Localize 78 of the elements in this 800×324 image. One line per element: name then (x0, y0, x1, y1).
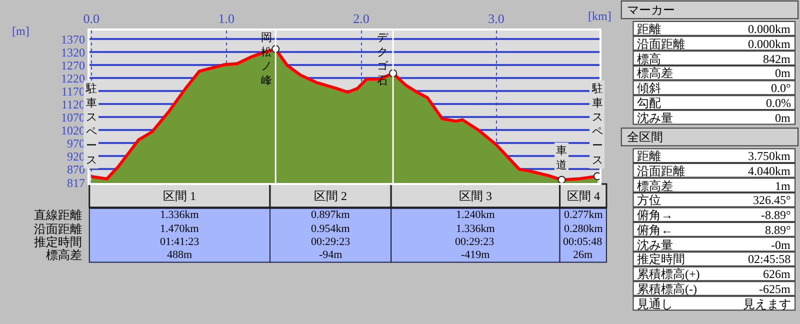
text: 3.750km (748, 149, 791, 163)
x-tick-label: 0.0 (83, 11, 100, 26)
category-label: 区間 3 (459, 189, 492, 203)
text: 標高差 (637, 179, 673, 193)
text: 見えます (743, 297, 791, 311)
category-label: 区間 4 (567, 189, 600, 203)
category-label: 推定時間 (34, 235, 82, 249)
y-tick-label: 870 (66, 162, 85, 176)
text: 距離 (637, 149, 661, 163)
x-tick-label: 1.0 (218, 11, 234, 26)
text: 推定時間 (637, 252, 685, 266)
text: 0.277km (564, 209, 603, 221)
point (558, 176, 566, 184)
text: 1.240km (456, 209, 495, 221)
text: 00:05:48 (563, 236, 602, 248)
text: -94m (319, 249, 342, 261)
text: 1m (775, 179, 791, 193)
text: 1.336km (456, 223, 495, 235)
text: 0m (775, 111, 791, 125)
text: 俯角← (637, 223, 673, 237)
text: 01:41:23 (160, 236, 200, 248)
y-tick-label: 1320 (60, 45, 85, 60)
text: 02:45:58 (748, 252, 791, 266)
text: 標高 (637, 52, 661, 66)
text: 0.0° (771, 81, 791, 95)
x-tick-label: 2.0 (353, 11, 370, 26)
text: 沈み量 (637, 238, 673, 252)
text: 488m (167, 249, 192, 261)
text: 4.040km (748, 164, 791, 178)
annotation: 駐車スペース (591, 82, 603, 166)
text: 0.954km (311, 223, 350, 235)
text: 沈み量 (637, 111, 673, 125)
category-label: 区間 1 (163, 189, 196, 203)
text: 見通し (637, 297, 673, 311)
y-tick-label: 1370 (60, 32, 85, 46)
category-label: 直線距離 (34, 208, 82, 222)
text: 累積標高(-) (637, 282, 697, 296)
text: 1.470km (160, 223, 199, 235)
text: 00:29:23 (455, 236, 494, 248)
text: 累積標高(+) (637, 267, 700, 281)
text: 0.000km (748, 22, 791, 36)
text: マーカー (627, 3, 675, 17)
text: 1.336km (160, 209, 199, 221)
text: 全区間 (627, 130, 663, 144)
text: 俯角→ (637, 208, 673, 222)
text: 方位 (637, 193, 661, 207)
text: 沿面距離 (637, 37, 685, 51)
y-axis-title: [m] (12, 24, 30, 38)
category-label: 区間 2 (314, 189, 347, 203)
text: 沿面距離 (637, 164, 685, 178)
text: 626m (763, 267, 791, 281)
category-label: 沿面距離 (34, 222, 82, 236)
text: 00:29:23 (311, 236, 350, 248)
y-tick-label: 1270 (60, 58, 85, 72)
text: 0.897km (311, 209, 350, 221)
category-label: 標高差 (46, 248, 82, 262)
text: 0.000km (748, 37, 791, 51)
text: 26m (573, 249, 593, 261)
text: -8.89° (761, 208, 791, 222)
y-tick-label: 817 (66, 176, 85, 190)
text: 距離 (637, 22, 661, 36)
text: 0.0% (766, 96, 791, 110)
text: 326.45° (753, 193, 791, 207)
x-axis-title: [km] (588, 9, 612, 23)
text: 0m (775, 66, 791, 80)
text: 傾斜 (637, 81, 661, 95)
text: -625m (759, 282, 791, 296)
text: 勾配 (637, 96, 661, 110)
text: 8.89° (765, 223, 791, 237)
text: 0.280km (564, 223, 603, 235)
text: -0m (771, 238, 791, 252)
text: -419m (461, 249, 490, 261)
x-tick-label: 3.0 (488, 11, 504, 26)
text: 842m (763, 52, 791, 66)
y-tick-label: 1220 (60, 71, 85, 86)
text: 標高差 (637, 66, 673, 80)
annotation: 駐車スペース (85, 82, 97, 166)
annotation: 車道 (556, 144, 567, 172)
